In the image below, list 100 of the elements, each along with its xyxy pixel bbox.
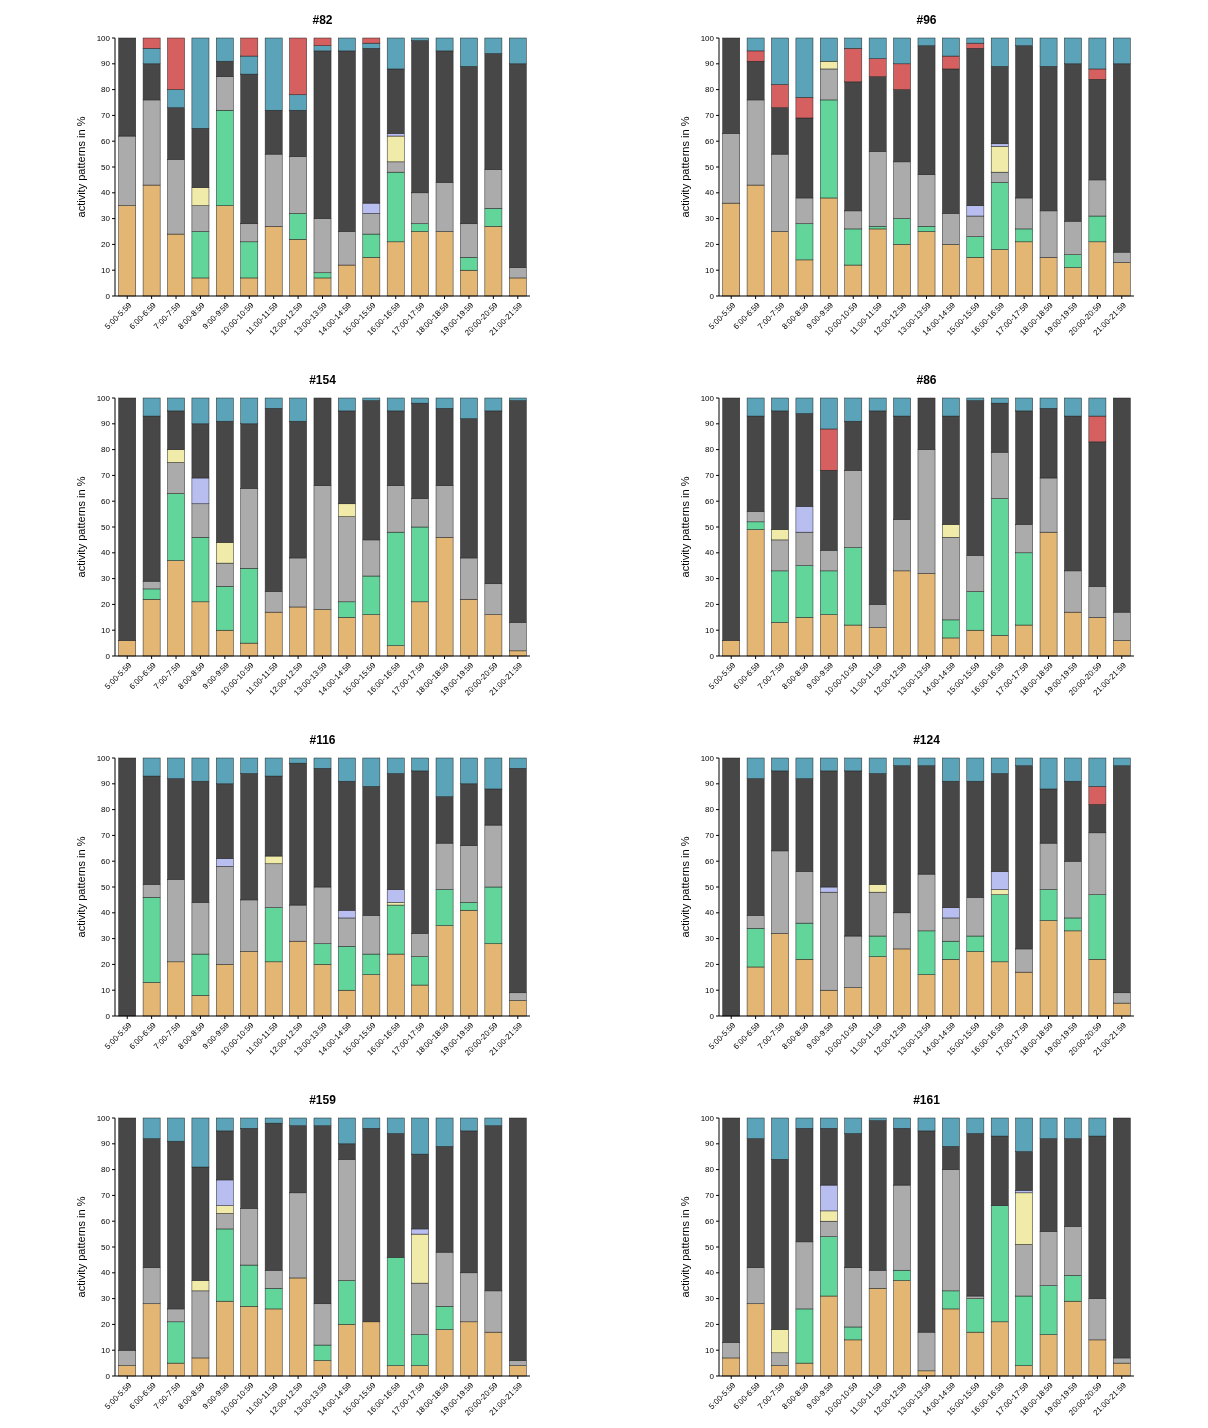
y-tick-label: 50 — [705, 1242, 715, 1252]
y-tick-label: 20 — [101, 959, 111, 969]
chart-title: #82 — [312, 13, 333, 27]
y-axis-title: activity patterns in % — [75, 116, 87, 218]
y-tick-label: 60 — [101, 136, 111, 146]
y-tick-label: 20 — [705, 1319, 715, 1329]
y-tick-label: 100 — [700, 33, 715, 43]
y-tick-label: 30 — [705, 214, 715, 224]
y-tick-label: 30 — [101, 214, 111, 224]
chart-title: #154 — [309, 373, 337, 387]
y-tick-label: 50 — [101, 522, 111, 532]
y-tick-label: 60 — [705, 1216, 715, 1226]
bar — [118, 757, 136, 1017]
y-tick-label: 90 — [101, 59, 111, 69]
y-tick-label: 100 — [96, 1113, 111, 1123]
y-tick-label: 100 — [700, 393, 715, 403]
y-tick-label: 0 — [105, 1371, 111, 1381]
y-tick-label: 40 — [705, 908, 715, 918]
y-tick-label: 90 — [101, 419, 111, 429]
y-tick-label: 60 — [705, 856, 715, 866]
y-tick-label: 30 — [705, 1294, 715, 1304]
y-tick-label: 20 — [101, 239, 111, 249]
y-tick-label: 60 — [705, 496, 715, 506]
y-tick-label: 30 — [101, 574, 111, 584]
y-tick-label: 30 — [101, 1294, 111, 1304]
y-tick-label: 40 — [101, 548, 111, 558]
y-tick-label: 90 — [705, 419, 715, 429]
y-tick-label: 40 — [101, 188, 111, 198]
y-tick-label: 70 — [101, 110, 111, 120]
y-tick-label: 80 — [101, 805, 111, 815]
y-tick-label: 100 — [96, 33, 111, 43]
y-tick-label: 80 — [705, 445, 715, 455]
y-tick-label: 60 — [101, 1216, 111, 1226]
y-tick-label: 20 — [705, 239, 715, 249]
bar — [722, 757, 740, 1017]
y-tick-label: 90 — [101, 1139, 111, 1149]
bar — [868, 228, 887, 297]
y-tick-label: 50 — [705, 522, 715, 532]
chart-title: #96 — [916, 13, 937, 27]
y-tick-label: 0 — [105, 651, 111, 661]
y-tick-label: 40 — [705, 548, 715, 558]
y-tick-label: 80 — [705, 85, 715, 95]
y-tick-label: 90 — [705, 59, 715, 69]
y-tick-label: 30 — [101, 934, 111, 944]
y-tick-label: 80 — [705, 1165, 715, 1175]
y-tick-label: 20 — [705, 959, 715, 969]
y-tick-label: 70 — [101, 470, 111, 480]
y-tick-label: 100 — [700, 1113, 715, 1123]
y-tick-label: 50 — [101, 162, 111, 172]
chart-title: #124 — [913, 733, 941, 747]
y-axis-title: activity patterns in % — [679, 476, 691, 578]
y-axis-title: activity patterns in % — [75, 476, 87, 578]
y-tick-label: 0 — [105, 1011, 111, 1021]
y-tick-label: 80 — [101, 445, 111, 455]
y-tick-label: 60 — [101, 496, 111, 506]
y-tick-label: 0 — [709, 1371, 715, 1381]
y-tick-label: 50 — [101, 882, 111, 892]
y-tick-label: 20 — [101, 599, 111, 609]
y-tick-label: 0 — [709, 1011, 715, 1021]
y-tick-label: 70 — [705, 470, 715, 480]
bar — [917, 231, 936, 297]
y-tick-label: 100 — [700, 753, 715, 763]
y-tick-label: 0 — [105, 291, 111, 301]
y-tick-label: 10 — [705, 985, 715, 995]
y-tick-label: 100 — [96, 753, 111, 763]
y-tick-label: 30 — [705, 934, 715, 944]
y-tick-label: 90 — [705, 1139, 715, 1149]
y-tick-label: 20 — [101, 1319, 111, 1329]
y-tick-label: 90 — [705, 779, 715, 789]
y-tick-label: 70 — [101, 830, 111, 840]
y-tick-label: 40 — [705, 1268, 715, 1278]
y-tick-label: 100 — [96, 393, 111, 403]
y-tick-label: 30 — [705, 574, 715, 584]
y-tick-label: 60 — [705, 136, 715, 146]
y-tick-label: 70 — [705, 830, 715, 840]
y-tick-label: 50 — [705, 162, 715, 172]
y-tick-label: 10 — [101, 625, 111, 635]
y-tick-label: 70 — [101, 1190, 111, 1200]
y-tick-label: 10 — [101, 985, 111, 995]
y-tick-label: 70 — [705, 110, 715, 120]
y-tick-label: 10 — [101, 265, 111, 275]
y-axis-title: activity patterns in % — [75, 1196, 87, 1298]
y-tick-label: 70 — [705, 1190, 715, 1200]
y-axis-title: activity patterns in % — [679, 116, 691, 218]
y-tick-label: 10 — [705, 625, 715, 635]
y-tick-label: 20 — [705, 599, 715, 609]
chart-title: #116 — [309, 733, 336, 747]
y-tick-label: 80 — [101, 85, 111, 95]
y-tick-label: 0 — [709, 291, 715, 301]
y-tick-label: 40 — [101, 1268, 111, 1278]
y-axis-title: activity patterns in % — [75, 836, 87, 938]
bar — [313, 277, 332, 297]
y-tick-label: 10 — [705, 265, 715, 275]
y-tick-label: 80 — [705, 805, 715, 815]
y-tick-label: 0 — [709, 651, 715, 661]
y-tick-label: 40 — [705, 188, 715, 198]
y-tick-label: 90 — [101, 779, 111, 789]
y-tick-label: 50 — [101, 1242, 111, 1252]
y-axis-title: activity patterns in % — [679, 1196, 691, 1298]
y-tick-label: 80 — [101, 1165, 111, 1175]
